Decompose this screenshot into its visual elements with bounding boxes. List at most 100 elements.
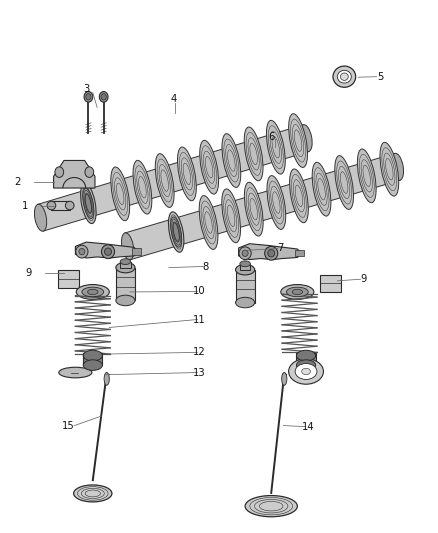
Ellipse shape bbox=[74, 485, 112, 502]
Ellipse shape bbox=[268, 249, 275, 257]
Ellipse shape bbox=[281, 285, 314, 300]
Ellipse shape bbox=[83, 360, 102, 370]
Ellipse shape bbox=[88, 289, 98, 295]
Text: 8: 8 bbox=[203, 262, 209, 271]
Ellipse shape bbox=[297, 350, 316, 361]
Bar bbox=[120, 262, 131, 268]
Ellipse shape bbox=[380, 142, 399, 196]
Ellipse shape bbox=[289, 359, 323, 384]
Bar bbox=[295, 250, 304, 256]
Ellipse shape bbox=[245, 496, 297, 517]
Ellipse shape bbox=[105, 248, 112, 255]
Ellipse shape bbox=[116, 295, 135, 306]
Ellipse shape bbox=[83, 188, 94, 219]
Bar bbox=[116, 268, 135, 301]
Ellipse shape bbox=[111, 167, 130, 221]
Ellipse shape bbox=[99, 92, 108, 102]
Ellipse shape bbox=[101, 94, 106, 100]
Text: 11: 11 bbox=[193, 314, 206, 325]
Ellipse shape bbox=[282, 373, 287, 385]
Ellipse shape bbox=[265, 246, 278, 260]
Ellipse shape bbox=[290, 169, 308, 223]
Ellipse shape bbox=[340, 73, 348, 80]
Ellipse shape bbox=[55, 167, 64, 177]
Bar bbox=[321, 274, 341, 293]
Ellipse shape bbox=[337, 70, 351, 83]
Ellipse shape bbox=[86, 94, 91, 100]
Text: 3: 3 bbox=[83, 84, 89, 94]
Ellipse shape bbox=[177, 147, 196, 201]
Text: 5: 5 bbox=[377, 71, 383, 82]
Ellipse shape bbox=[116, 262, 135, 273]
Polygon shape bbox=[239, 244, 302, 260]
Ellipse shape bbox=[35, 204, 47, 231]
Ellipse shape bbox=[82, 287, 104, 297]
Ellipse shape bbox=[173, 222, 180, 242]
Text: 14: 14 bbox=[302, 422, 314, 432]
Text: 10: 10 bbox=[193, 286, 206, 296]
Text: 12: 12 bbox=[193, 348, 206, 358]
Ellipse shape bbox=[266, 120, 285, 174]
Ellipse shape bbox=[312, 162, 331, 216]
Ellipse shape bbox=[199, 196, 218, 249]
Ellipse shape bbox=[155, 154, 174, 207]
Ellipse shape bbox=[65, 201, 74, 210]
Ellipse shape bbox=[300, 125, 312, 152]
Ellipse shape bbox=[240, 261, 251, 266]
Ellipse shape bbox=[297, 360, 316, 370]
Ellipse shape bbox=[222, 189, 240, 243]
Text: 1: 1 bbox=[22, 200, 28, 211]
Ellipse shape bbox=[292, 289, 303, 295]
Ellipse shape bbox=[391, 154, 403, 180]
Ellipse shape bbox=[357, 149, 376, 203]
Ellipse shape bbox=[85, 193, 92, 214]
Text: 9: 9 bbox=[25, 268, 32, 278]
Ellipse shape bbox=[302, 368, 311, 375]
Bar bbox=[58, 270, 79, 288]
Text: 15: 15 bbox=[62, 421, 74, 431]
Ellipse shape bbox=[222, 134, 241, 188]
Ellipse shape bbox=[286, 287, 308, 297]
Polygon shape bbox=[125, 154, 400, 260]
Ellipse shape bbox=[244, 127, 263, 181]
Text: 2: 2 bbox=[15, 176, 21, 187]
Text: 9: 9 bbox=[360, 274, 367, 284]
Bar bbox=[132, 248, 141, 255]
Polygon shape bbox=[75, 242, 138, 258]
Text: 13: 13 bbox=[193, 368, 206, 377]
Ellipse shape bbox=[121, 233, 134, 260]
Ellipse shape bbox=[102, 245, 115, 259]
Ellipse shape bbox=[244, 182, 263, 236]
Ellipse shape bbox=[236, 264, 254, 275]
Ellipse shape bbox=[85, 167, 94, 177]
Ellipse shape bbox=[59, 367, 92, 378]
Bar bbox=[297, 353, 316, 365]
Polygon shape bbox=[38, 125, 309, 231]
Text: 6: 6 bbox=[268, 132, 275, 142]
Ellipse shape bbox=[236, 297, 254, 308]
Text: 7: 7 bbox=[277, 244, 283, 254]
Ellipse shape bbox=[133, 160, 152, 214]
Ellipse shape bbox=[295, 364, 317, 379]
Ellipse shape bbox=[104, 373, 110, 385]
Bar bbox=[240, 264, 251, 270]
Text: 4: 4 bbox=[170, 94, 177, 104]
Polygon shape bbox=[53, 160, 95, 188]
Ellipse shape bbox=[239, 247, 251, 260]
Ellipse shape bbox=[267, 175, 286, 229]
Ellipse shape bbox=[79, 248, 85, 255]
Bar bbox=[236, 270, 254, 303]
Bar bbox=[51, 201, 70, 210]
Ellipse shape bbox=[200, 140, 219, 194]
Ellipse shape bbox=[47, 201, 56, 210]
Ellipse shape bbox=[84, 92, 93, 102]
Ellipse shape bbox=[289, 114, 307, 167]
Ellipse shape bbox=[81, 183, 96, 223]
Ellipse shape bbox=[335, 156, 353, 209]
Ellipse shape bbox=[76, 285, 110, 300]
Bar bbox=[83, 353, 102, 365]
Ellipse shape bbox=[83, 350, 102, 361]
Ellipse shape bbox=[333, 66, 356, 87]
Ellipse shape bbox=[169, 212, 184, 252]
Ellipse shape bbox=[242, 250, 248, 256]
